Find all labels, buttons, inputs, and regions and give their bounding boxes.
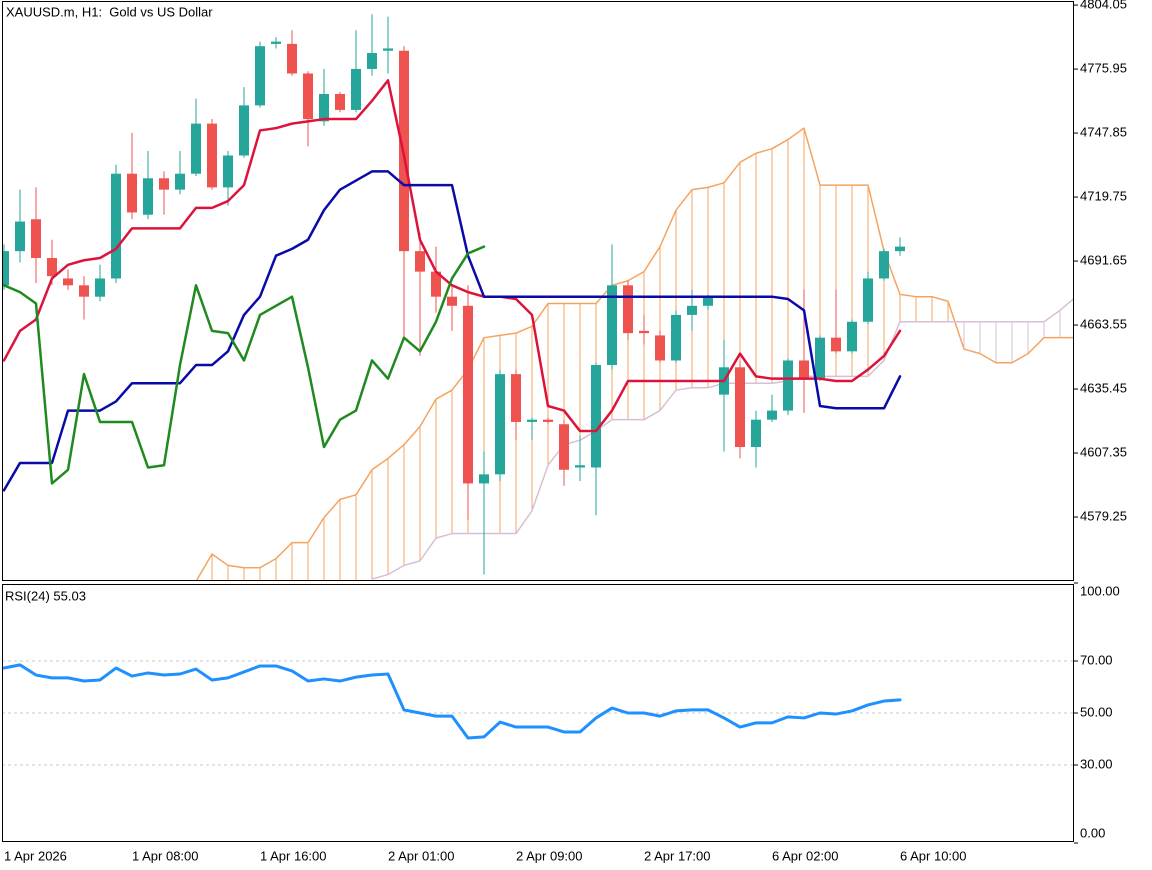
x-tick-label: 2 Apr 01:00	[388, 848, 455, 863]
x-tick-label: 6 Apr 10:00	[900, 848, 967, 863]
candle-body	[783, 360, 793, 411]
candle-body	[671, 314, 681, 361]
y-tick-label: 4635.45	[1080, 380, 1127, 395]
candle-body	[127, 173, 137, 213]
x-tick-label: 2 Apr 17:00	[644, 848, 711, 863]
y-tick-label: 70.00	[1080, 652, 1113, 667]
candle-body	[607, 285, 617, 366]
y-tick-label: 100.00	[1080, 583, 1120, 598]
y-tick-label: 4775.95	[1080, 61, 1127, 76]
candle-body	[223, 155, 233, 188]
candle-body	[879, 251, 889, 279]
candle-body	[79, 285, 89, 297]
candle-body	[287, 43, 297, 74]
candle-body	[303, 73, 313, 120]
candle-body	[543, 419, 553, 422]
candle-body	[831, 337, 841, 352]
y-tick-label: 4747.85	[1080, 125, 1127, 140]
candle-body	[895, 246, 905, 252]
candle-body	[527, 419, 537, 422]
candle-body	[495, 374, 505, 475]
candle-body	[95, 278, 105, 297]
candle-body	[623, 285, 633, 334]
x-tick-label: 1 Apr 16:00	[260, 848, 327, 863]
y-tick-label: 50.00	[1080, 704, 1113, 719]
y-tick-label: 4691.65	[1080, 252, 1127, 267]
y-tick-label: 4607.35	[1080, 444, 1127, 459]
indicator-line	[2, 170, 902, 492]
price-plot	[2, 14, 1074, 581]
candle-body	[383, 48, 393, 51]
rsi-title: RSI(24) 55.03	[5, 588, 86, 603]
candle-body	[559, 424, 569, 470]
candle-body	[735, 367, 745, 448]
x-tick-label: 6 Apr 02:00	[772, 848, 839, 863]
candle-body	[175, 173, 185, 190]
candle-body	[415, 251, 425, 272]
candle-body	[575, 465, 585, 468]
y-tick-label: 30.00	[1080, 756, 1113, 771]
candle-body	[703, 296, 713, 306]
candle-body	[751, 419, 761, 448]
candle-body	[319, 94, 329, 122]
candle-body	[639, 330, 649, 334]
candle-body	[431, 271, 441, 297]
chart-title: XAUUSD.m, H1: Gold vs US Dollar	[6, 4, 213, 19]
x-tick-label: 2 Apr 09:00	[516, 848, 583, 863]
rsi-plot	[2, 660, 1074, 766]
candle-body	[15, 221, 25, 252]
candle-body	[479, 474, 489, 484]
rsi-line	[2, 663, 902, 740]
y-tick-label: 4579.25	[1080, 508, 1127, 523]
price-panel-frame	[2, 1, 1074, 581]
indicator-line	[2, 79, 902, 433]
y-tick-label: 4719.75	[1080, 188, 1127, 203]
y-tick-label: 4804.05	[1080, 0, 1127, 12]
candle-body	[687, 305, 697, 315]
candle-body	[2, 251, 9, 286]
candle-body	[591, 365, 601, 468]
candle-body	[159, 178, 169, 190]
candle-body	[111, 173, 121, 279]
candle-body	[351, 68, 361, 110]
candle-body	[767, 410, 777, 420]
candle-body	[31, 219, 41, 258]
candle-body	[863, 278, 873, 322]
candle-body	[815, 337, 825, 379]
candle-body	[511, 374, 521, 422]
candle-body	[463, 305, 473, 484]
x-tick-label: 1 Apr 2026	[4, 848, 67, 863]
candle-body	[847, 321, 857, 352]
candle-body	[367, 53, 377, 69]
candle-body	[239, 105, 249, 156]
y-tick-label: 4663.55	[1080, 316, 1127, 331]
x-tick-label: 1 Apr 08:00	[132, 848, 199, 863]
cloud-span-line	[195, 127, 1074, 581]
candle-body	[143, 178, 153, 215]
candle-body	[47, 257, 57, 277]
rsi-panel-frame	[2, 584, 1074, 842]
candle-body	[63, 278, 73, 286]
y-tick-label: 0.00	[1080, 825, 1105, 840]
candle-body	[207, 123, 217, 188]
candle-body	[799, 360, 809, 379]
candle-body	[255, 46, 265, 106]
candle-body	[335, 94, 345, 110]
candle-body	[271, 41, 281, 44]
indicator-line	[2, 245, 486, 485]
candle-body	[191, 123, 201, 174]
candle-body	[655, 335, 665, 361]
candle-body	[447, 296, 457, 306]
